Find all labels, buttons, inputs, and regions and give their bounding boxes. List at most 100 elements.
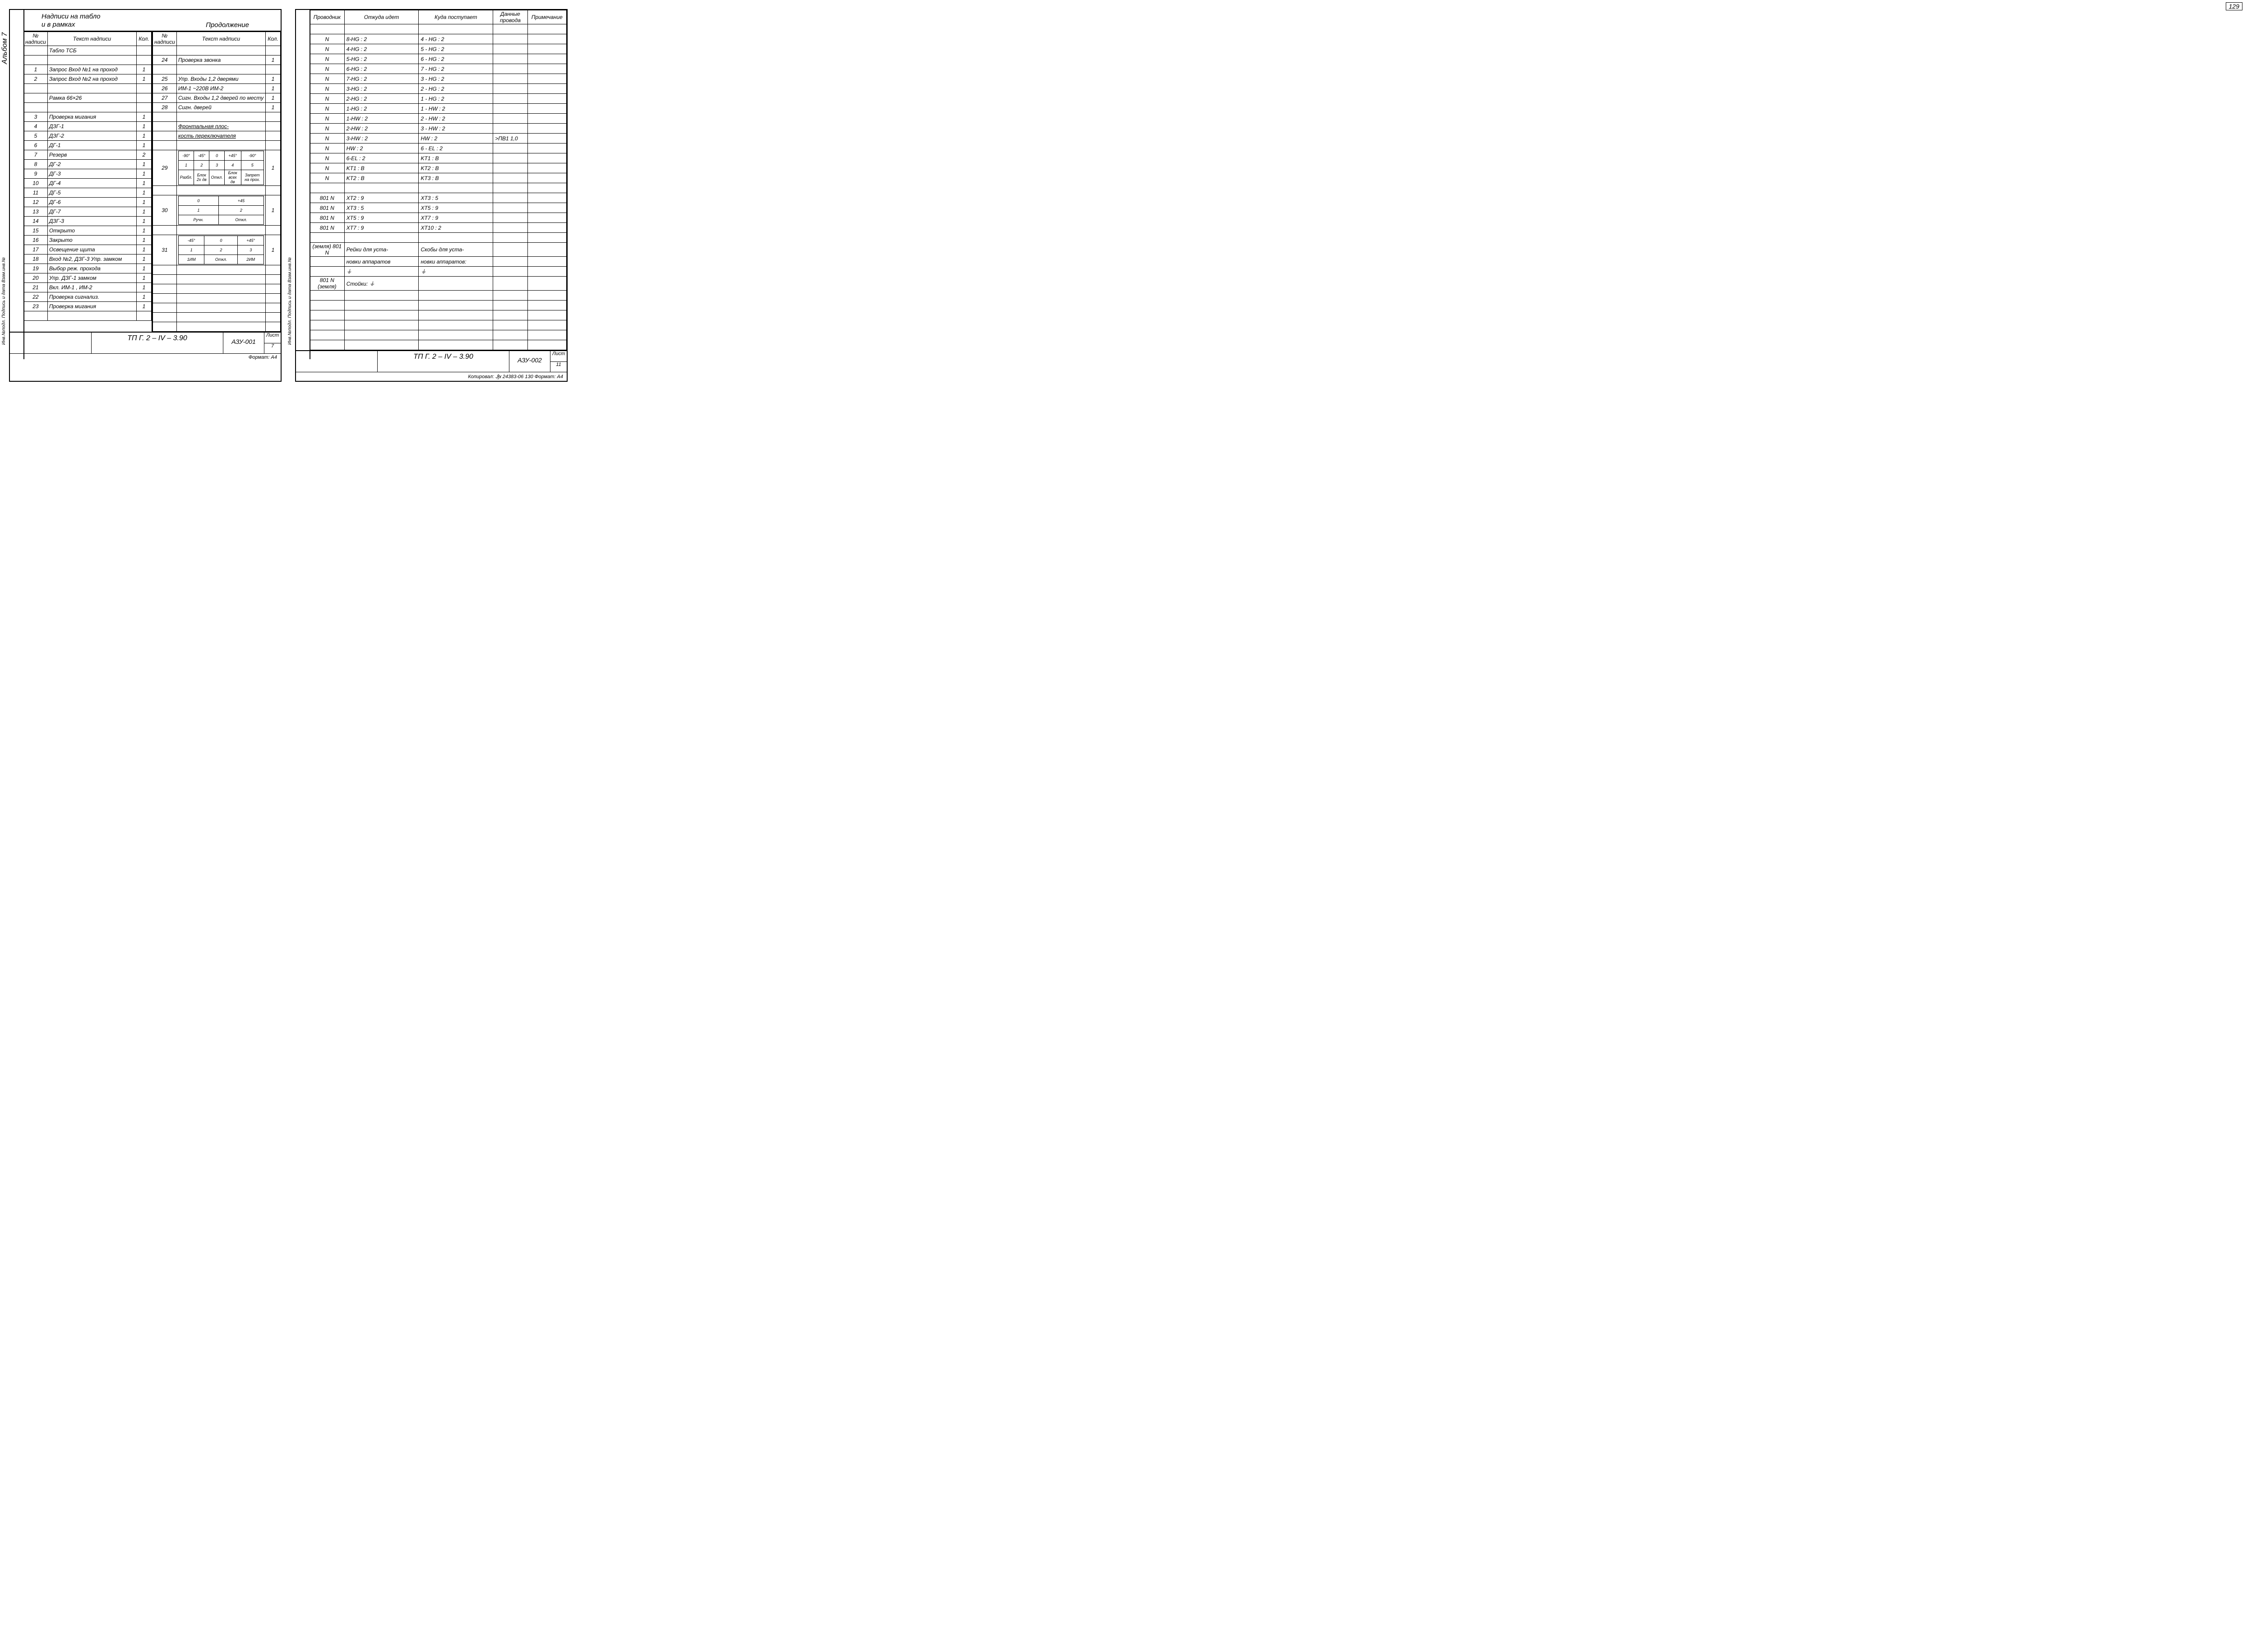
wire-row: [310, 291, 567, 301]
table-row: Фронтальная плос-: [153, 122, 281, 131]
cell-provodnik: [310, 183, 345, 193]
switch-row: 1ИМОткл.2ИМ: [178, 255, 264, 264]
row-num: 23: [24, 302, 48, 311]
switch-cell: -45°: [178, 236, 204, 245]
table-row: [24, 56, 152, 65]
row-text: Вход №2, ДЗГ-3 Упр. замком: [47, 255, 136, 264]
row-num: 9: [24, 169, 48, 179]
title-block-left: ТП Г. 2 – IV – 3.90 АЗУ-001 Лист 7: [10, 332, 281, 353]
wire-row: [310, 233, 567, 243]
cell-from: HW : 2: [344, 143, 419, 153]
col-header-num: № надписи: [24, 32, 48, 46]
cell-from: [344, 291, 419, 301]
cell-data: [493, 233, 527, 243]
row-text: ДГ-7: [47, 207, 136, 217]
cell-from: [344, 340, 419, 350]
cell-note: [527, 124, 566, 134]
wire-row: N KT2 : B KT3 : B: [310, 173, 567, 183]
cell-note: [527, 74, 566, 84]
cell-data: [493, 124, 527, 134]
table-row: 23 Проверка мигания 1: [24, 302, 152, 311]
table-row: 7 Резерв 2: [24, 150, 152, 160]
row-text: [47, 103, 136, 112]
row-text: Фронтальная плос-: [176, 122, 265, 131]
cell-provodnik: N: [310, 84, 345, 94]
cell-from: [344, 233, 419, 243]
switch-cell: +45°: [238, 236, 264, 245]
cell-provodnik: [310, 267, 345, 277]
switch-row: -90°-45°0+45°-90°: [178, 151, 264, 161]
row-text: Запрос Вход №1 на проход: [47, 65, 136, 74]
row-num: 1: [24, 65, 48, 74]
row-num: 28: [153, 103, 177, 112]
wire-row: 801 N XT5 : 9 XT7 : 9: [310, 213, 567, 223]
row-text: Проверка звонка: [176, 56, 265, 65]
table-row: 24 Проверка звонка 1: [153, 56, 281, 65]
table-row: 22 Проверка сигнализ. 1: [24, 292, 152, 302]
table-row: 28 Сигн. дверей 1: [153, 103, 281, 112]
switch-29: -90°-45°0+45°-90°12345Разбл.Блок 2х двОт…: [176, 150, 265, 186]
table-row: [153, 65, 281, 74]
drawing-title: ТП Г. 2 – IV – 3.90: [378, 351, 509, 372]
cell-provodnik: N: [310, 34, 345, 44]
album-label: Альбом 7: [1, 32, 9, 64]
wire-row: N 1-HW : 2 2 - HW : 2: [310, 114, 567, 124]
cell-to: XT3 : 5: [419, 193, 493, 203]
cell-note: [527, 114, 566, 124]
row-kol: [266, 141, 281, 150]
col-data: Данные провода: [493, 10, 527, 24]
row-text: Проверка мигания: [47, 112, 136, 122]
wire-row: (земля) 801 N Рейки для уста- Скобы для …: [310, 243, 567, 257]
wire-row: [310, 340, 567, 350]
row-kol: [137, 311, 152, 321]
row-kol: 1: [137, 207, 152, 217]
row-num: [24, 56, 48, 65]
cell-note: [527, 310, 566, 320]
cell-from: KT1 : B: [344, 163, 419, 173]
switch-cell: 0: [209, 151, 224, 161]
table-row: [153, 141, 281, 150]
row-kol: 1: [137, 65, 152, 74]
row-kol: 1: [137, 160, 152, 169]
row-kol: 1: [137, 255, 152, 264]
switch-row: 12: [178, 206, 264, 215]
row-num: 10: [24, 179, 48, 188]
switch-cell: 3: [209, 161, 224, 170]
table-row: [24, 84, 152, 93]
cell-provodnik: N: [310, 143, 345, 153]
table-row: 5 ДЗГ-2 1: [24, 131, 152, 141]
switch-cell: 2ИМ: [238, 255, 264, 264]
row-text: ДЗГ-1: [47, 122, 136, 131]
cell-provodnik: N: [310, 44, 345, 54]
row-kol: [137, 103, 152, 112]
switch-cell: Блок 2х дв: [194, 170, 209, 185]
table-row: 1 Запрос Вход №1 на проход 1: [24, 65, 152, 74]
switch-cell: 1ИМ: [178, 255, 204, 264]
row-text: Сигн. дверей: [176, 103, 265, 112]
row-text: ДГ-2: [47, 160, 136, 169]
row-num: [153, 112, 177, 122]
cell-to: [419, 183, 493, 193]
switch-31: -45°0+45°1231ИМОткл.2ИМ: [176, 235, 265, 265]
cell-note: [527, 243, 566, 257]
table-row: 27 Сигн. Входы 1,2 дверей по месту 1: [153, 93, 281, 103]
wire-row: N 5-HG : 2 6 - HG : 2: [310, 54, 567, 64]
cell-provodnik: N: [310, 64, 345, 74]
cell-to: 4 - HG : 2: [419, 34, 493, 44]
table-row: 18 Вход №2, ДЗГ-3 Упр. замком 1: [24, 255, 152, 264]
wire-row: [310, 183, 567, 193]
row-num: [24, 103, 48, 112]
header-line1: Надписи на табло: [42, 13, 100, 21]
switch-row: Разбл.Блок 2х двОткл.Блок всех двЗапрет …: [178, 170, 264, 185]
row-num: [24, 93, 48, 103]
cell-data: >ПВ1 1,0: [493, 134, 527, 143]
cell-to: [419, 330, 493, 340]
switch-cell: -90°: [178, 151, 194, 161]
row-num: [153, 131, 177, 141]
cell-note: [527, 84, 566, 94]
wire-row: N KT1 : B KT2 : B: [310, 163, 567, 173]
cell-data: [493, 183, 527, 193]
row-text: [47, 311, 136, 321]
row-kol: 1: [137, 112, 152, 122]
row-text: Резерв: [47, 150, 136, 160]
